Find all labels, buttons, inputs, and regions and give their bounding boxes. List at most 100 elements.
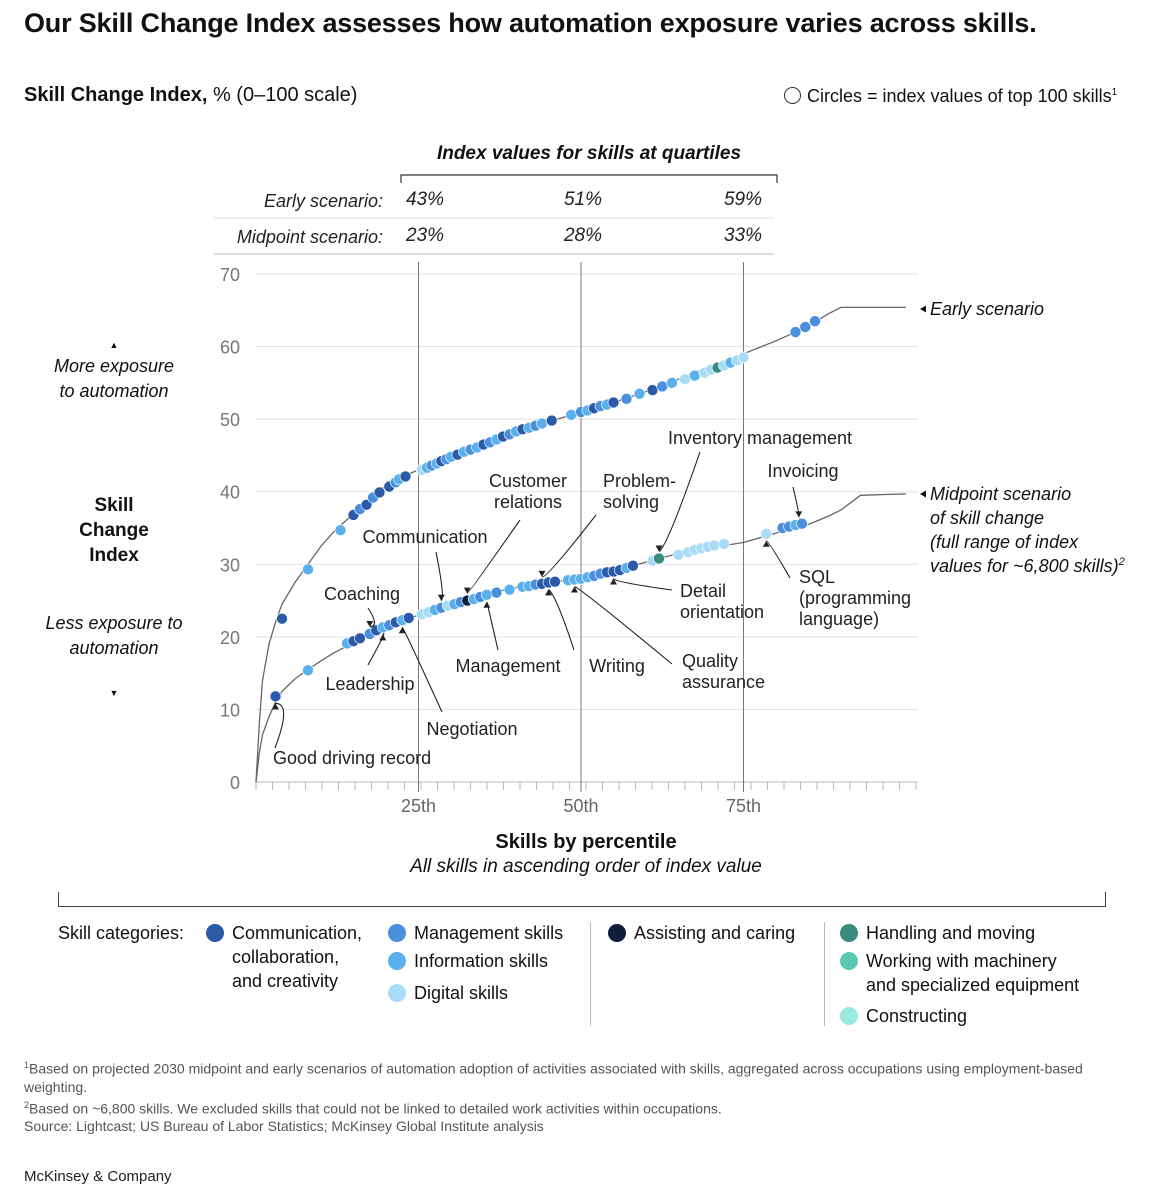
skill-point xyxy=(545,414,558,427)
skill-point xyxy=(503,583,516,596)
legend-label-line: Constructing xyxy=(866,1006,968,1026)
x-tick-label: 50th xyxy=(563,796,598,816)
skill-point xyxy=(354,632,366,645)
annotation-leader xyxy=(435,551,443,602)
footnote: 1Based on projected 2030 midpoint and ea… xyxy=(24,1056,1124,1096)
annotation-label: Communication xyxy=(362,527,487,547)
skill-categories-label: Skill categories: xyxy=(58,923,185,943)
less-exposure-label: Less exposure to automation xyxy=(45,613,183,658)
legend-label-line: Communication, xyxy=(232,923,363,943)
annotation-arrowhead-icon xyxy=(795,511,803,518)
annotation-leader xyxy=(401,626,443,713)
y-tick-label: 30 xyxy=(220,555,240,575)
x-tick-label: 75th xyxy=(726,796,761,816)
legend-bracket xyxy=(58,892,1106,907)
annotation-leader xyxy=(367,607,375,628)
skill-point xyxy=(760,528,773,540)
annotation-label: orientation xyxy=(680,602,764,622)
legend-label-line: collaboration, xyxy=(232,947,340,967)
legend-swatch-icon xyxy=(840,924,858,942)
legend-note-text: Circles = index values of top 100 skills xyxy=(807,86,1112,106)
more-exposure-label: More exposure to automation xyxy=(53,356,175,401)
annotation-label: Invoicing xyxy=(767,461,838,481)
legend-label-line: Information skills xyxy=(414,951,549,971)
skill-point xyxy=(373,486,386,499)
annotation-leader xyxy=(466,519,521,595)
skill-point xyxy=(666,377,678,389)
y-tick-label: 50 xyxy=(220,410,240,430)
footnote-sup: 1 xyxy=(24,1060,30,1070)
annotation-arrowhead-icon xyxy=(762,540,770,547)
skill-point xyxy=(718,538,730,550)
annotation-label: language) xyxy=(799,609,879,629)
quartile-value: 59% xyxy=(724,189,762,210)
annotation-label: relations xyxy=(494,492,562,512)
legend-item: Information skills xyxy=(388,949,548,973)
annotation-arrowhead-icon xyxy=(545,589,552,596)
annotation-arrowhead-icon xyxy=(366,621,374,627)
chart-axes: 0 10 20 30 40 50 60 70 25th 50th 75th Skills by per… xyxy=(220,265,917,877)
annotation-label: Good driving record xyxy=(273,748,431,768)
annotation-arrowhead-icon xyxy=(483,601,491,608)
annotation-arrowhead-icon xyxy=(610,578,617,585)
early-pointer-icon xyxy=(920,305,926,313)
skill-point xyxy=(480,588,493,601)
legend-label: Management skills xyxy=(414,921,563,945)
skill-point xyxy=(269,690,282,703)
skill-point xyxy=(276,612,288,625)
annotation-label: (programming xyxy=(799,588,911,608)
x-tick-label: 25th xyxy=(401,796,436,816)
legend-item: Assisting and caring xyxy=(608,921,795,945)
legend-divider xyxy=(824,922,825,1026)
skill-point xyxy=(490,586,503,599)
skill-point xyxy=(656,380,669,393)
legend-divider xyxy=(590,922,591,1026)
chart-subtitle: Skill Change Index, % (0–100 scale) xyxy=(24,84,357,107)
annotation-leader xyxy=(765,540,791,579)
legend-label-line: Management skills xyxy=(414,923,564,943)
quartile-bracket xyxy=(400,174,778,183)
early-series-label: Early scenario xyxy=(930,299,1044,319)
annotation-leader xyxy=(612,577,673,591)
y-tick-label: 10 xyxy=(220,700,240,720)
skill-point xyxy=(536,417,548,430)
midpoint-series-label: values for ~6,800 skills)2 xyxy=(930,556,1125,576)
y-tick-label: 70 xyxy=(220,265,240,285)
annotation-label: Writing xyxy=(589,656,645,676)
annotation-leader xyxy=(548,588,575,651)
annotation-label: Negotiation xyxy=(426,719,517,739)
skill-point xyxy=(809,315,821,327)
skill-change-chart: Index values for skills at quartiles Earl… xyxy=(214,143,1125,877)
legend-label: Working with machinery and specialized eq… xyxy=(866,949,1079,997)
skill-point xyxy=(737,351,750,364)
skill-point xyxy=(679,373,691,386)
quartile-value: 33% xyxy=(724,225,762,246)
subtitle-bold: Skill Change Index, xyxy=(24,84,208,106)
footnote: Source: Lightcast; US Bureau of Labor St… xyxy=(24,1117,1124,1135)
annotation-label: Coaching xyxy=(324,584,400,604)
annotation-leader xyxy=(274,702,285,749)
annotation-label: assurance xyxy=(682,672,765,692)
legend-item: Handling and moving xyxy=(840,921,1035,945)
annotation-leader xyxy=(658,451,701,552)
legend-swatch-icon xyxy=(840,952,858,970)
midpoint-series-label: Midpoint scenario xyxy=(930,484,1071,504)
annotation-arrowhead-icon xyxy=(437,594,445,601)
midpoint-series-label: of skill change xyxy=(930,508,1044,528)
skill-annotations: Early scenario Midpoint scenario of skill … xyxy=(272,299,1125,768)
skill-point xyxy=(796,517,808,530)
annotation-arrowhead-icon xyxy=(655,545,663,552)
skill-point xyxy=(565,408,578,421)
legend-label: Digital skills xyxy=(414,981,508,1005)
annotation-label: Problem- xyxy=(603,471,676,491)
skill-point xyxy=(620,393,633,405)
legend-label: Handling and moving xyxy=(866,921,1035,945)
legend-label-line: Assisting and caring xyxy=(634,923,796,943)
open-circle-icon xyxy=(784,87,801,104)
headline: Our Skill Change Index assesses how auto… xyxy=(24,8,1037,38)
skill-point xyxy=(334,524,347,536)
annotation-arrowhead-icon xyxy=(538,570,546,577)
legend-item: Communication, collaboration, and creativi… xyxy=(206,921,362,993)
quartile-value: 51% xyxy=(564,189,602,210)
quartile-value: 28% xyxy=(563,225,602,246)
